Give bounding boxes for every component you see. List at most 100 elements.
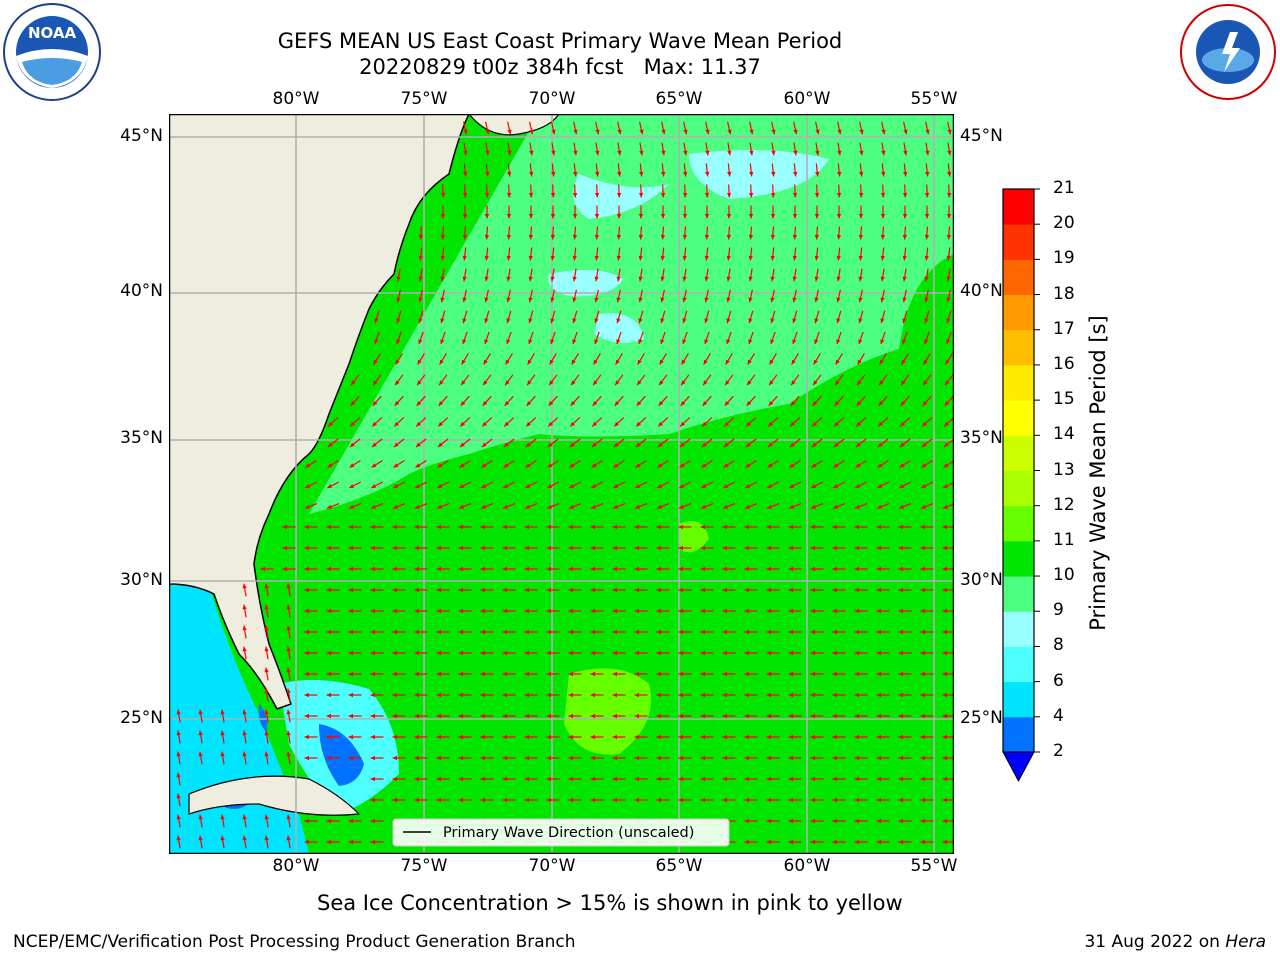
- wave-arrow-head: [767, 504, 772, 509]
- wave-arrow-head: [898, 692, 903, 698]
- wave-arrow-head: [524, 524, 529, 530]
- wave-arrow-head: [788, 587, 793, 593]
- wave-arrow-head: [678, 566, 683, 572]
- wave-arrow-head: [546, 797, 551, 803]
- wave-arrow-head: [946, 255, 951, 261]
- wave-arrow-head: [792, 255, 797, 261]
- wave-arrow-head: [854, 776, 859, 782]
- wave-arrow-head: [415, 442, 421, 447]
- wave-arrow-head: [572, 318, 577, 324]
- wave-arrow-head: [327, 504, 332, 509]
- wave-arrow-head: [657, 504, 662, 509]
- wave-arrow-head: [836, 234, 842, 240]
- wave-arrow-head: [590, 629, 595, 635]
- wave-arrow-head: [569, 442, 575, 447]
- wave-arrow-head: [370, 545, 375, 551]
- wave-arrow-head: [701, 484, 707, 488]
- wave-arrow-head: [351, 380, 356, 386]
- wave-arrow-head: [898, 818, 903, 824]
- wave-arrow-head: [613, 442, 619, 447]
- colorbar-segment: [1003, 294, 1034, 331]
- wave-arrow-head: [414, 650, 419, 656]
- wave-arrow-head: [749, 129, 754, 135]
- wave-arrow-head: [792, 297, 797, 303]
- wave-arrow-head: [814, 234, 820, 240]
- wave-arrow-head: [371, 463, 377, 468]
- wave-arrow-head: [286, 751, 291, 757]
- wave-arrow-head: [925, 150, 930, 156]
- wave-arrow-head: [615, 380, 620, 386]
- wave-arrow-head: [286, 583, 291, 589]
- wave-arrow-head: [726, 318, 731, 324]
- lon-tick-bottom: 80°W: [272, 856, 320, 876]
- wave-arrow-head: [612, 776, 617, 782]
- wave-arrow-head: [657, 463, 663, 468]
- wave-arrow-head: [370, 839, 375, 845]
- wave-arrow-head: [459, 484, 465, 488]
- wave-arrow-head: [744, 713, 749, 719]
- wave-arrow-head: [942, 545, 947, 551]
- wave-arrow-head: [920, 692, 925, 698]
- wave-arrow-head: [920, 524, 925, 530]
- wave-arrow-head: [591, 484, 597, 488]
- wave-arrow-head: [942, 839, 947, 845]
- wave-arrow-head: [524, 566, 529, 572]
- wave-arrow-head: [242, 604, 247, 610]
- lon-tick-bottom: 60°W: [783, 856, 831, 876]
- lon-tick-top: 60°W: [783, 89, 831, 109]
- wave-arrow-head: [529, 171, 534, 177]
- wave-arrow-head: [924, 255, 929, 261]
- bahamas-region-2-4s: [319, 724, 364, 786]
- wave-arrow-head: [942, 818, 947, 824]
- wave-arrow-head: [898, 776, 903, 782]
- wave-arrow-head: [900, 401, 906, 406]
- wave-arrow-head: [898, 755, 903, 761]
- wave-arrow-head: [326, 818, 331, 824]
- wave-arrow-head: [612, 545, 617, 551]
- wave-arrow-head: [791, 380, 796, 386]
- wave-arrow-head: [326, 839, 331, 845]
- wave-arrow-head: [616, 255, 621, 261]
- wave-arrow-head: [855, 463, 861, 468]
- wave-arrow-head: [766, 629, 771, 635]
- wave-arrow-head: [924, 192, 930, 198]
- wave-arrow-head: [503, 504, 508, 509]
- wave-arrow-head: [572, 339, 577, 345]
- wave-arrow-head: [304, 692, 309, 698]
- lat-tick-right: 30°N: [960, 570, 1003, 590]
- wave-arrow-head: [590, 671, 595, 677]
- wave-arrow-head: [568, 692, 573, 698]
- wave-arrow-head: [507, 129, 512, 135]
- wave-arrow-head: [568, 566, 573, 572]
- colorbar-segment: [1003, 224, 1034, 260]
- wave-arrow-head: [876, 587, 881, 593]
- wave-arrow-head: [943, 504, 948, 509]
- wave-arrow-head: [766, 608, 771, 614]
- wave-arrow-head: [788, 566, 793, 572]
- wave-arrow-head: [748, 276, 753, 282]
- wave-arrow-head: [436, 692, 441, 698]
- wave-arrow-head: [766, 650, 771, 656]
- lon-tick-bottom: 75°W: [400, 856, 448, 876]
- wave-arrow-head: [480, 629, 485, 635]
- wave-arrow-head: [854, 650, 859, 656]
- wave-arrow-head: [264, 604, 269, 610]
- wave-arrow-head: [348, 524, 353, 530]
- wave-arrow-head: [481, 442, 487, 447]
- wave-arrow-head: [305, 484, 311, 488]
- wave-arrow-head: [876, 818, 881, 824]
- wave-arrow-head: [902, 255, 907, 261]
- wave-arrow-head: [572, 255, 577, 261]
- wave-arrow-head: [568, 671, 573, 677]
- wave-arrow-head: [943, 442, 949, 447]
- wave-arrow-head: [678, 524, 683, 530]
- wave-arrow-head: [617, 150, 622, 156]
- wave-arrow-head: [546, 524, 551, 530]
- wave-arrow-head: [700, 734, 705, 740]
- wave-arrow-head: [722, 713, 727, 719]
- wave-arrow-head: [814, 297, 819, 303]
- wave-arrow-head: [440, 276, 445, 282]
- wave-arrow-head: [264, 709, 269, 715]
- wave-arrow-head: [810, 629, 815, 635]
- wave-arrow-head: [704, 276, 709, 282]
